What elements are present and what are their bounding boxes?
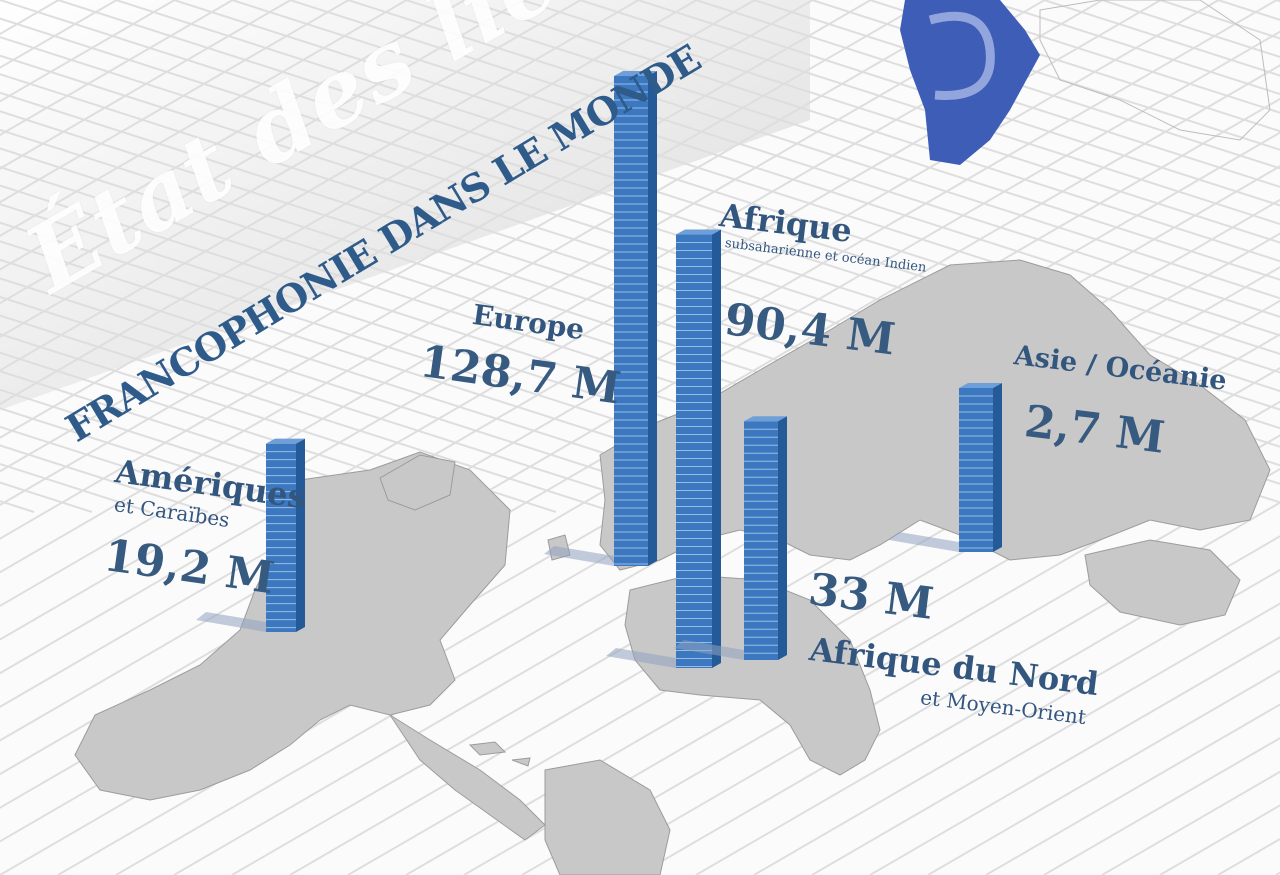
grid-line (579, 0, 1280, 226)
bar-side (712, 229, 721, 668)
grid-line (463, 400, 1280, 875)
grid-line (0, 0, 235, 137)
grid-line (173, 0, 1280, 355)
bar-top (266, 438, 305, 444)
grid-line (985, 0, 1280, 96)
grid-line (0, 0, 699, 406)
grid-line (0, 277, 731, 513)
grid-line (637, 501, 1280, 875)
grid-line (0, 258, 789, 513)
bar-3 (674, 416, 787, 660)
grid-line (0, 314, 615, 513)
grid-line (753, 568, 1280, 875)
grid-line (0, 351, 499, 513)
grid-line (289, 0, 1280, 318)
bar-front (744, 421, 778, 660)
grid-line (869, 636, 1280, 875)
grid-line (0, 0, 1280, 411)
grid-line (0, 0, 293, 170)
distant-map-outline (1039, 0, 1271, 141)
grid-line (405, 0, 1280, 281)
grid-line (0, 0, 641, 372)
south-america-land (544, 759, 671, 875)
bar-shadow (544, 546, 614, 566)
bar-front (959, 388, 993, 552)
grid-line (231, 0, 1280, 337)
grid-line (0, 388, 383, 513)
bar-side (778, 416, 787, 660)
grid-line (521, 0, 1280, 244)
greenland-land (379, 454, 456, 511)
bar-shadow (674, 640, 744, 660)
bar-4 (889, 383, 1002, 552)
grid-line (0, 370, 441, 513)
grid-line (927, 0, 1280, 114)
africa-highlight-shape (900, 0, 1040, 165)
bar-top (744, 416, 787, 422)
grid-line (463, 0, 1280, 263)
grid-line (0, 0, 1047, 608)
grid-line (0, 240, 847, 513)
grid-line (0, 0, 583, 338)
africa-highlight-swirl (928, 11, 995, 100)
bar-shadow (606, 648, 676, 668)
grid-line (0, 0, 525, 305)
grid-line (57, 0, 1280, 393)
grid-line (869, 0, 1280, 133)
bar-shadow (196, 612, 266, 632)
bar-top (614, 71, 657, 76)
grid-line (0, 0, 351, 204)
bar-side (993, 383, 1002, 552)
grid-line (927, 669, 1280, 875)
grid-line (0, 0, 873, 507)
bar-top (959, 383, 1002, 389)
grid-line (985, 703, 1280, 875)
bar-side (296, 438, 305, 632)
bar-front (266, 443, 296, 632)
grid-line (0, 0, 989, 574)
grid-line (115, 0, 1280, 374)
australia-land (1084, 539, 1241, 626)
central-america-land (389, 714, 546, 841)
distant-map (900, 0, 1271, 165)
grid-line (0, 295, 673, 513)
grid-line (811, 0, 1280, 151)
grid-line (0, 333, 557, 513)
bar-side (648, 71, 657, 566)
grid-line (0, 0, 931, 540)
grid-line (0, 407, 325, 513)
grid-line (0, 0, 409, 237)
bar-2 (606, 229, 721, 668)
bars-group (196, 71, 1002, 668)
grid-line (0, 0, 467, 271)
grid-line (637, 0, 1280, 207)
bar-0 (196, 438, 305, 632)
grid-line (0, 0, 757, 439)
caribbean-islands (468, 741, 531, 767)
bar-shadow (889, 532, 959, 552)
bar-1 (544, 71, 657, 566)
grid-line (811, 602, 1280, 875)
grid-line (0, 17, 1280, 430)
bar-top (676, 229, 721, 235)
grid-line (695, 535, 1280, 875)
